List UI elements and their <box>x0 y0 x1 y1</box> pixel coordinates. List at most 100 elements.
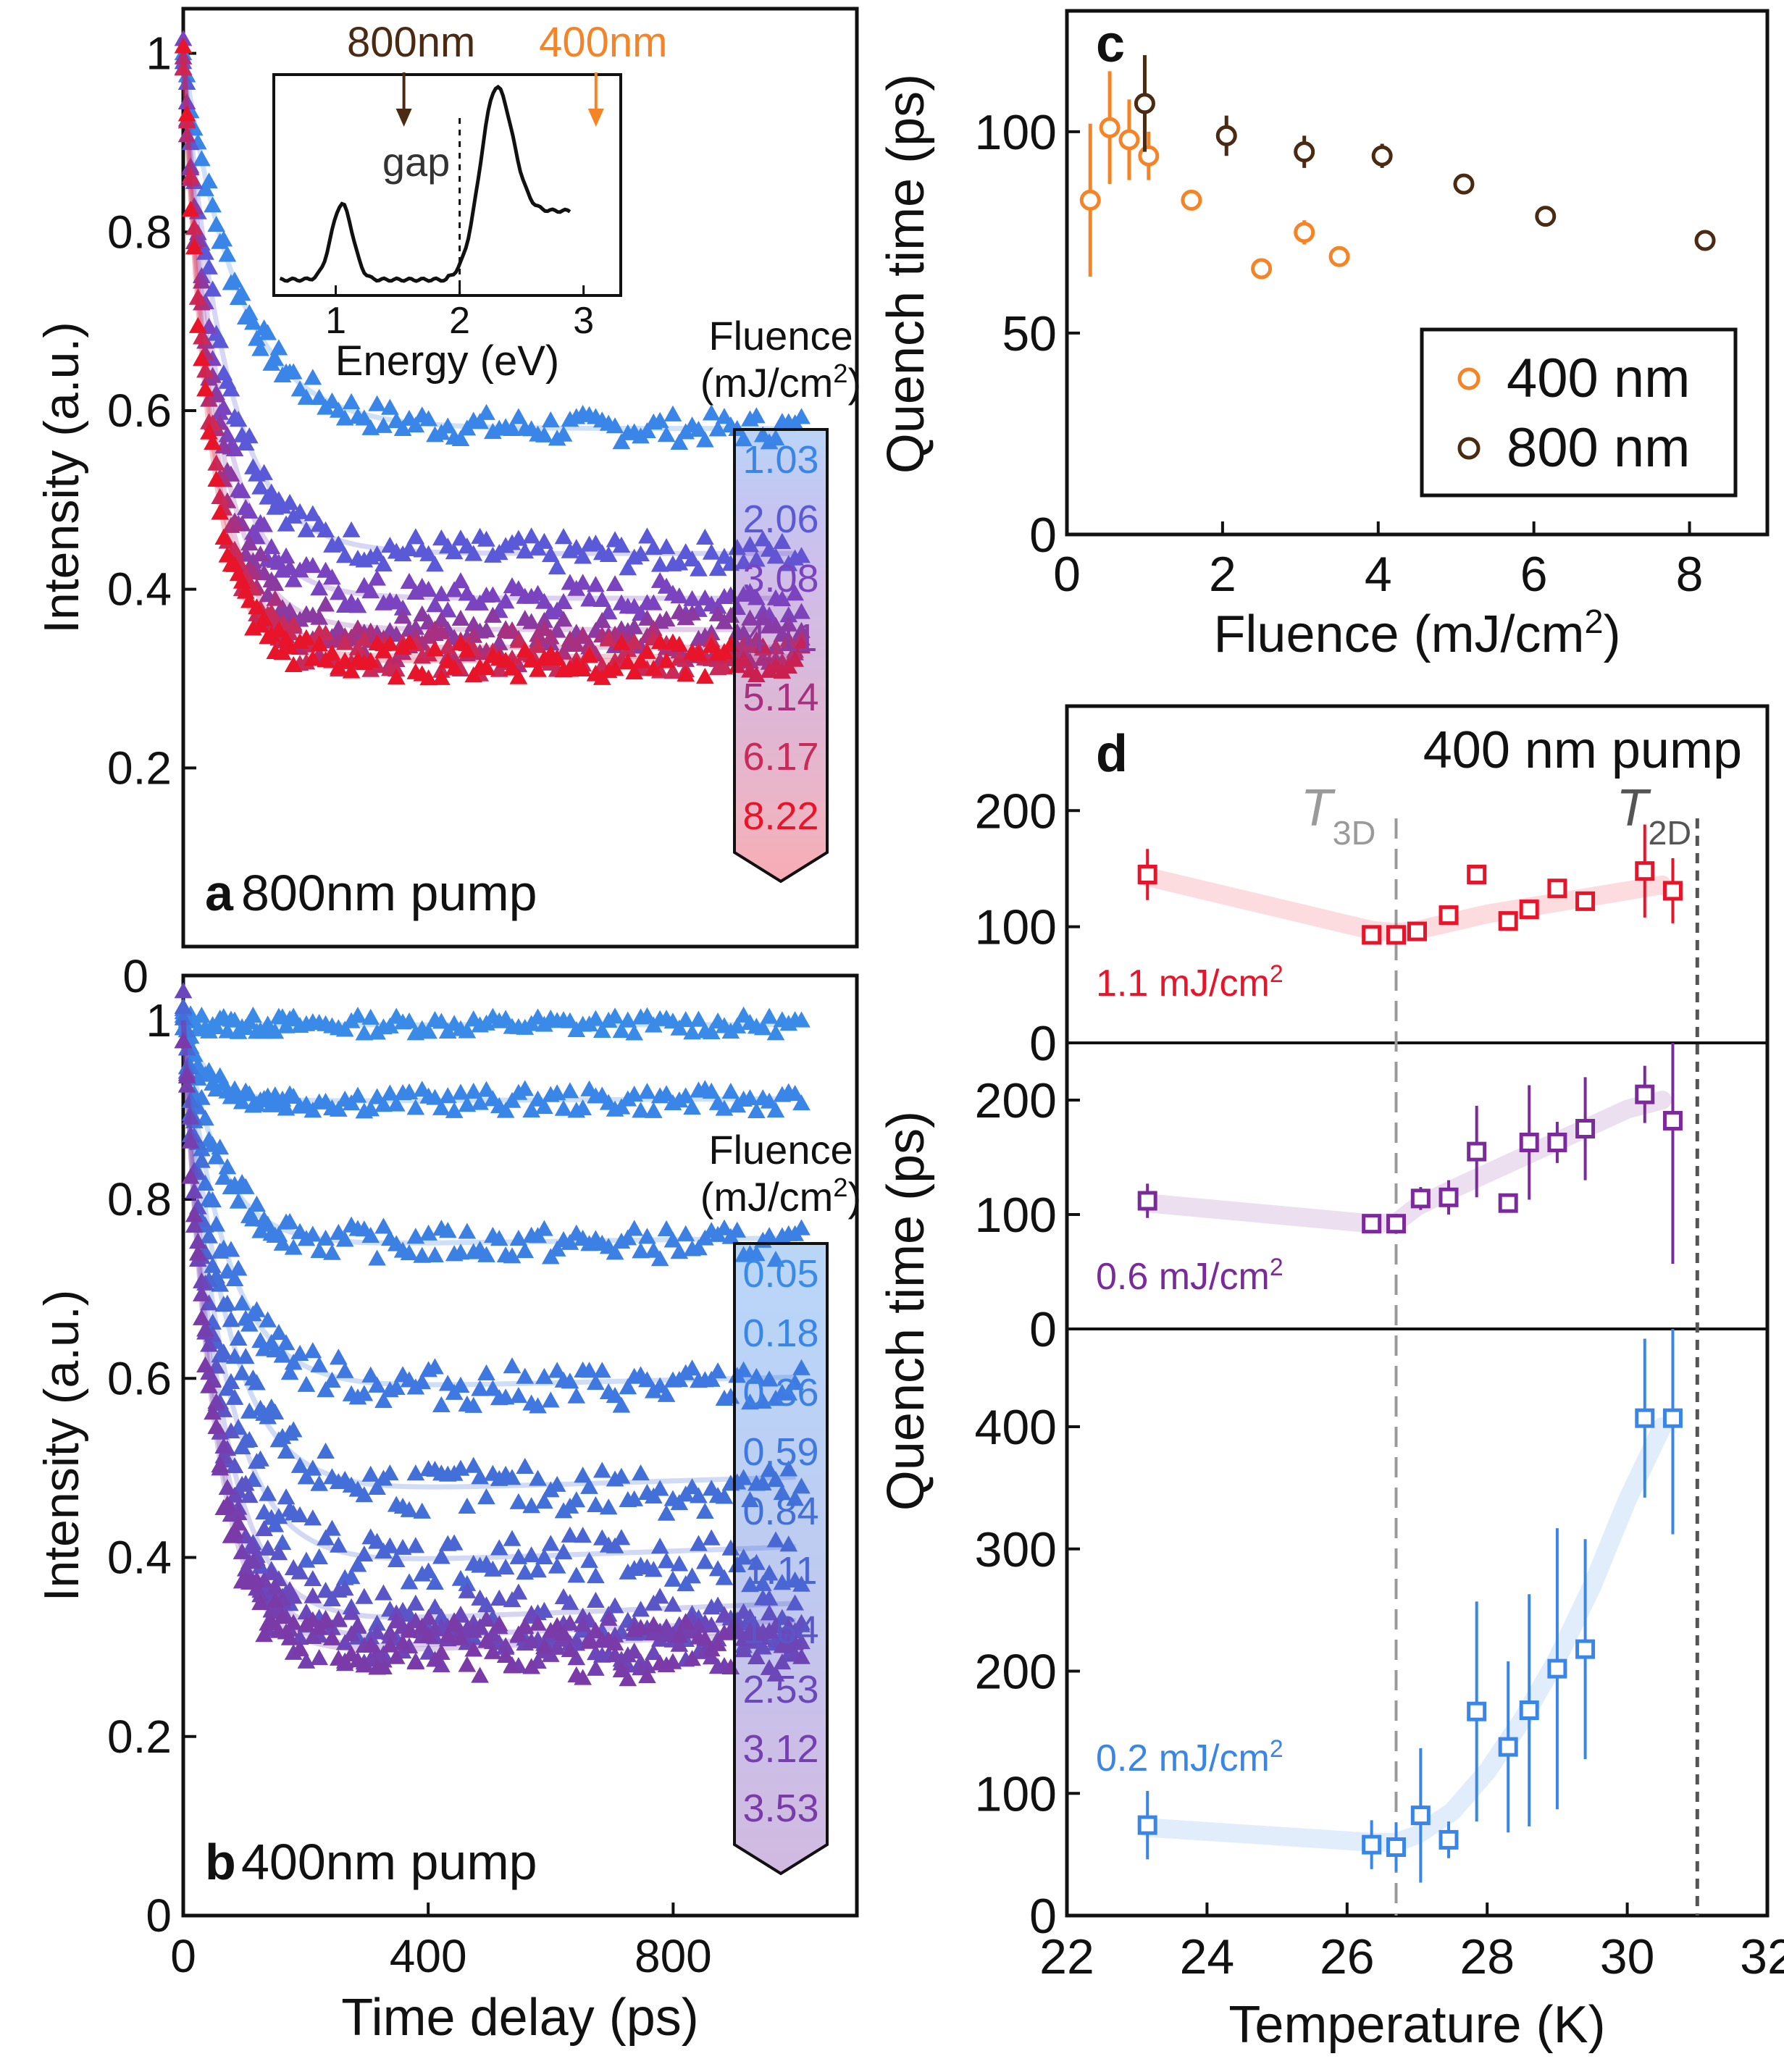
panel-a-legend-item: 8.22 <box>742 794 818 838</box>
panel-a-point-5.14 <box>644 619 663 636</box>
panel-b-point-1.64 <box>269 1544 288 1561</box>
panel-b-point-0.84 <box>310 1475 329 1491</box>
panel-b-point-1.11 <box>317 1529 335 1545</box>
panel-b-point-0.84 <box>218 1294 237 1311</box>
panel-b-point-0.36 <box>317 1229 335 1246</box>
panel-d-point-1 <box>1438 1187 1459 1207</box>
panel-d-xtick-label: 22 <box>1039 1929 1094 1984</box>
panel-b-point-0.59 <box>587 1373 605 1391</box>
panel-a-point-8.22 <box>503 659 522 676</box>
panel-a-point-1.03 <box>204 196 222 213</box>
panel-a-point-3.08 <box>644 594 663 611</box>
panel-d-t3d-label-part: 3D <box>1333 814 1376 852</box>
panel-b-point-0.18 <box>632 1102 650 1118</box>
panel-b-point-1.11 <box>650 1538 669 1554</box>
panel-d-point-1 <box>1547 1132 1567 1152</box>
panel-b-point-0.18 <box>438 1087 457 1104</box>
inset-arrow-label-800: 800nm <box>347 19 475 66</box>
panel-a-legend-item: 5.14 <box>742 676 818 719</box>
panel-b-point-0.36 <box>244 1210 262 1227</box>
panel-b-point-0.18 <box>387 1095 406 1112</box>
panel-b-point-2.53 <box>335 1634 354 1651</box>
panel-b-point-3.53 <box>193 1309 211 1325</box>
panel-a-point-2.06 <box>229 411 248 427</box>
panel-d-ytick-label: 0 <box>1029 1016 1057 1071</box>
panel-b-point-1.11 <box>683 1567 701 1584</box>
panel-d-ytick-label: 100 <box>975 1188 1057 1243</box>
panel-c-point-1 <box>1294 141 1315 163</box>
panel-b-point-0.18 <box>535 1098 553 1115</box>
panel-a-ylabel: Intensity (a.u.) <box>34 322 89 634</box>
panel-b-point-1.64 <box>606 1597 624 1614</box>
panel-b-point-3.53 <box>471 1666 489 1683</box>
panel-b-point-1.11 <box>670 1555 689 1572</box>
panel-b-legend-unit-part: 2 <box>833 1173 847 1202</box>
inset-xtick-label: 3 <box>573 300 594 342</box>
panel-a-point-1.03 <box>323 392 341 409</box>
panel-b-point-1.11 <box>393 1538 412 1555</box>
panel-b-point-0.18 <box>516 1080 535 1096</box>
panel-b-point-3.12 <box>342 1624 361 1642</box>
panel-b-point-0.84 <box>516 1457 535 1475</box>
panel-b-point-0.59 <box>335 1362 354 1378</box>
panel-b-point-3.53 <box>380 1636 399 1653</box>
panel-a-point-2.06 <box>477 530 495 547</box>
panel-b-point-3.53 <box>503 1656 522 1674</box>
panel-a-letter: a <box>205 865 234 921</box>
panel-b-point-2.53 <box>200 1335 218 1352</box>
panel-b-point-1.11 <box>496 1559 515 1575</box>
panel-a-point-8.22 <box>204 433 222 450</box>
panel-a-point-1.03 <box>193 150 211 167</box>
panel-d-letter: d <box>1096 725 1128 783</box>
panel-a-point-8.22 <box>211 503 230 520</box>
panel-b-point-1.64 <box>236 1475 255 1491</box>
panel-d-point-2 <box>1575 1639 1596 1659</box>
panel-a-point-5.14 <box>200 390 218 407</box>
panel-a-point-4.11 <box>317 595 335 612</box>
panel-a-point-2.06 <box>548 558 566 575</box>
panel-b-point-3.53 <box>177 1067 196 1084</box>
panel-a-point-2.06 <box>196 243 214 260</box>
panel-d-point-0 <box>1407 921 1427 941</box>
panel-b-point-0.36 <box>503 1247 522 1264</box>
panel-b-point-3.53 <box>200 1377 218 1393</box>
panel-b-point-0.36 <box>426 1246 444 1262</box>
panel-a-point-1.03 <box>244 314 262 330</box>
panel-b-point-3.12 <box>567 1649 586 1666</box>
panel-b-point-0.36 <box>374 1217 393 1234</box>
panel-b-point-0.84 <box>580 1477 598 1494</box>
panel-b-point-1.64 <box>323 1590 341 1607</box>
panel-b-point-1.11 <box>387 1551 406 1568</box>
panel-b-point-3.53 <box>185 1206 204 1222</box>
panel-a-point-8.22 <box>181 201 200 217</box>
panel-b-point-0.84 <box>368 1478 386 1495</box>
panel-b-point-0.36 <box>368 1249 386 1266</box>
panel-b-point-0.18 <box>786 1085 804 1102</box>
panel-b-point-3.12 <box>419 1608 437 1625</box>
panel-b-point-3.12 <box>522 1632 540 1649</box>
panel-a-point-6.17 <box>355 630 374 647</box>
panel-d-series-label-part: 2 <box>1270 960 1283 988</box>
panel-b-point-3.53 <box>445 1615 464 1632</box>
panel-b-point-0.36 <box>303 1225 322 1242</box>
panel-b-point-1.64 <box>225 1457 244 1474</box>
panel-a-point-2.06 <box>541 545 560 563</box>
panel-a-point-4.11 <box>554 611 573 627</box>
panel-b-point-1.11 <box>355 1545 374 1562</box>
panel-c-ytick-label: 50 <box>1002 306 1057 361</box>
panel-b-legend-box <box>733 1242 829 1876</box>
panel-d-series-label: 0.2 mJ/cm2 <box>1096 1735 1283 1779</box>
panel-a-point-3.08 <box>670 587 689 604</box>
panel-a-point-8.22 <box>580 647 598 663</box>
panel-b-point-0.59 <box>426 1358 444 1375</box>
panel-a-legend-unit-part: 2 <box>833 358 847 388</box>
panel-a-point-2.06 <box>290 503 309 519</box>
panel-b-point-3.12 <box>496 1637 515 1653</box>
panel-b-ytick-label: 0.4 <box>107 1532 172 1584</box>
panel-a-point-1.03 <box>451 429 470 447</box>
panel-d-point-0 <box>1498 911 1518 931</box>
panel-a-point-1.03 <box>715 408 734 424</box>
panel-a-point-3.08 <box>348 597 367 613</box>
panel-c-legend-marker <box>1457 367 1481 390</box>
panel-b-legend-item: 3.53 <box>742 1787 818 1830</box>
